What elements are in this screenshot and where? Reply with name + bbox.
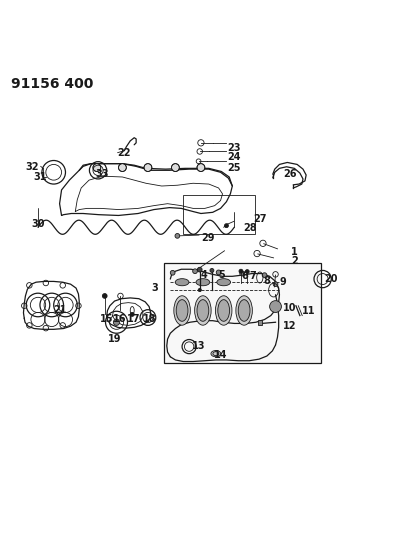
Text: 11: 11 (302, 306, 316, 316)
Text: 16: 16 (113, 314, 126, 324)
Text: 29: 29 (201, 233, 214, 243)
Ellipse shape (195, 296, 211, 325)
Circle shape (130, 312, 134, 317)
Text: 4: 4 (201, 270, 208, 280)
Circle shape (240, 271, 245, 276)
Bar (183, 195, 255, 234)
Text: 6: 6 (242, 271, 249, 281)
Ellipse shape (211, 351, 221, 357)
Text: 15: 15 (100, 314, 113, 324)
Ellipse shape (197, 300, 209, 321)
Circle shape (239, 269, 243, 273)
Circle shape (171, 164, 179, 172)
Circle shape (119, 164, 126, 172)
Ellipse shape (176, 300, 188, 321)
Ellipse shape (218, 300, 230, 321)
Bar (164, 263, 321, 362)
Text: 3: 3 (152, 283, 159, 293)
Circle shape (197, 267, 202, 272)
Circle shape (225, 224, 229, 228)
Circle shape (269, 301, 281, 312)
Text: 22: 22 (118, 148, 131, 158)
Text: 19: 19 (108, 334, 121, 344)
Circle shape (216, 270, 221, 274)
Ellipse shape (236, 296, 253, 325)
Circle shape (262, 273, 267, 278)
Text: 21: 21 (53, 305, 67, 314)
Text: 30: 30 (31, 220, 45, 230)
Text: 28: 28 (243, 223, 256, 233)
Text: 2: 2 (291, 256, 298, 266)
Text: 32: 32 (25, 162, 39, 172)
Circle shape (245, 270, 249, 273)
Bar (258, 320, 262, 325)
Circle shape (170, 270, 175, 275)
Circle shape (93, 164, 101, 172)
Text: 26: 26 (283, 169, 297, 179)
Text: 31: 31 (33, 172, 46, 182)
Ellipse shape (216, 296, 232, 325)
Circle shape (102, 294, 107, 298)
Text: 24: 24 (227, 152, 241, 163)
Circle shape (273, 282, 278, 287)
Ellipse shape (174, 296, 190, 325)
Ellipse shape (196, 279, 210, 286)
Text: 18: 18 (143, 314, 156, 324)
Circle shape (210, 269, 214, 272)
Text: 10: 10 (282, 303, 296, 313)
Text: 91156 400: 91156 400 (11, 77, 93, 91)
Circle shape (193, 269, 197, 273)
Ellipse shape (238, 300, 250, 321)
Ellipse shape (217, 279, 230, 286)
Text: 20: 20 (325, 274, 338, 285)
Circle shape (144, 164, 152, 172)
Text: 33: 33 (95, 169, 108, 179)
Text: 9: 9 (279, 277, 286, 287)
Text: 12: 12 (283, 321, 297, 331)
Ellipse shape (175, 279, 189, 286)
Circle shape (175, 233, 180, 238)
Circle shape (197, 164, 205, 172)
Text: 8: 8 (264, 277, 271, 286)
Text: 25: 25 (227, 163, 241, 173)
Circle shape (198, 288, 201, 292)
Text: 7: 7 (249, 271, 256, 281)
Text: 5: 5 (218, 270, 225, 280)
Text: 23: 23 (227, 142, 241, 152)
Text: 17: 17 (127, 314, 141, 324)
Text: 14: 14 (214, 350, 227, 360)
Text: 1: 1 (291, 247, 298, 256)
Circle shape (113, 319, 120, 325)
Text: 13: 13 (192, 341, 205, 351)
Text: 27: 27 (253, 214, 267, 224)
